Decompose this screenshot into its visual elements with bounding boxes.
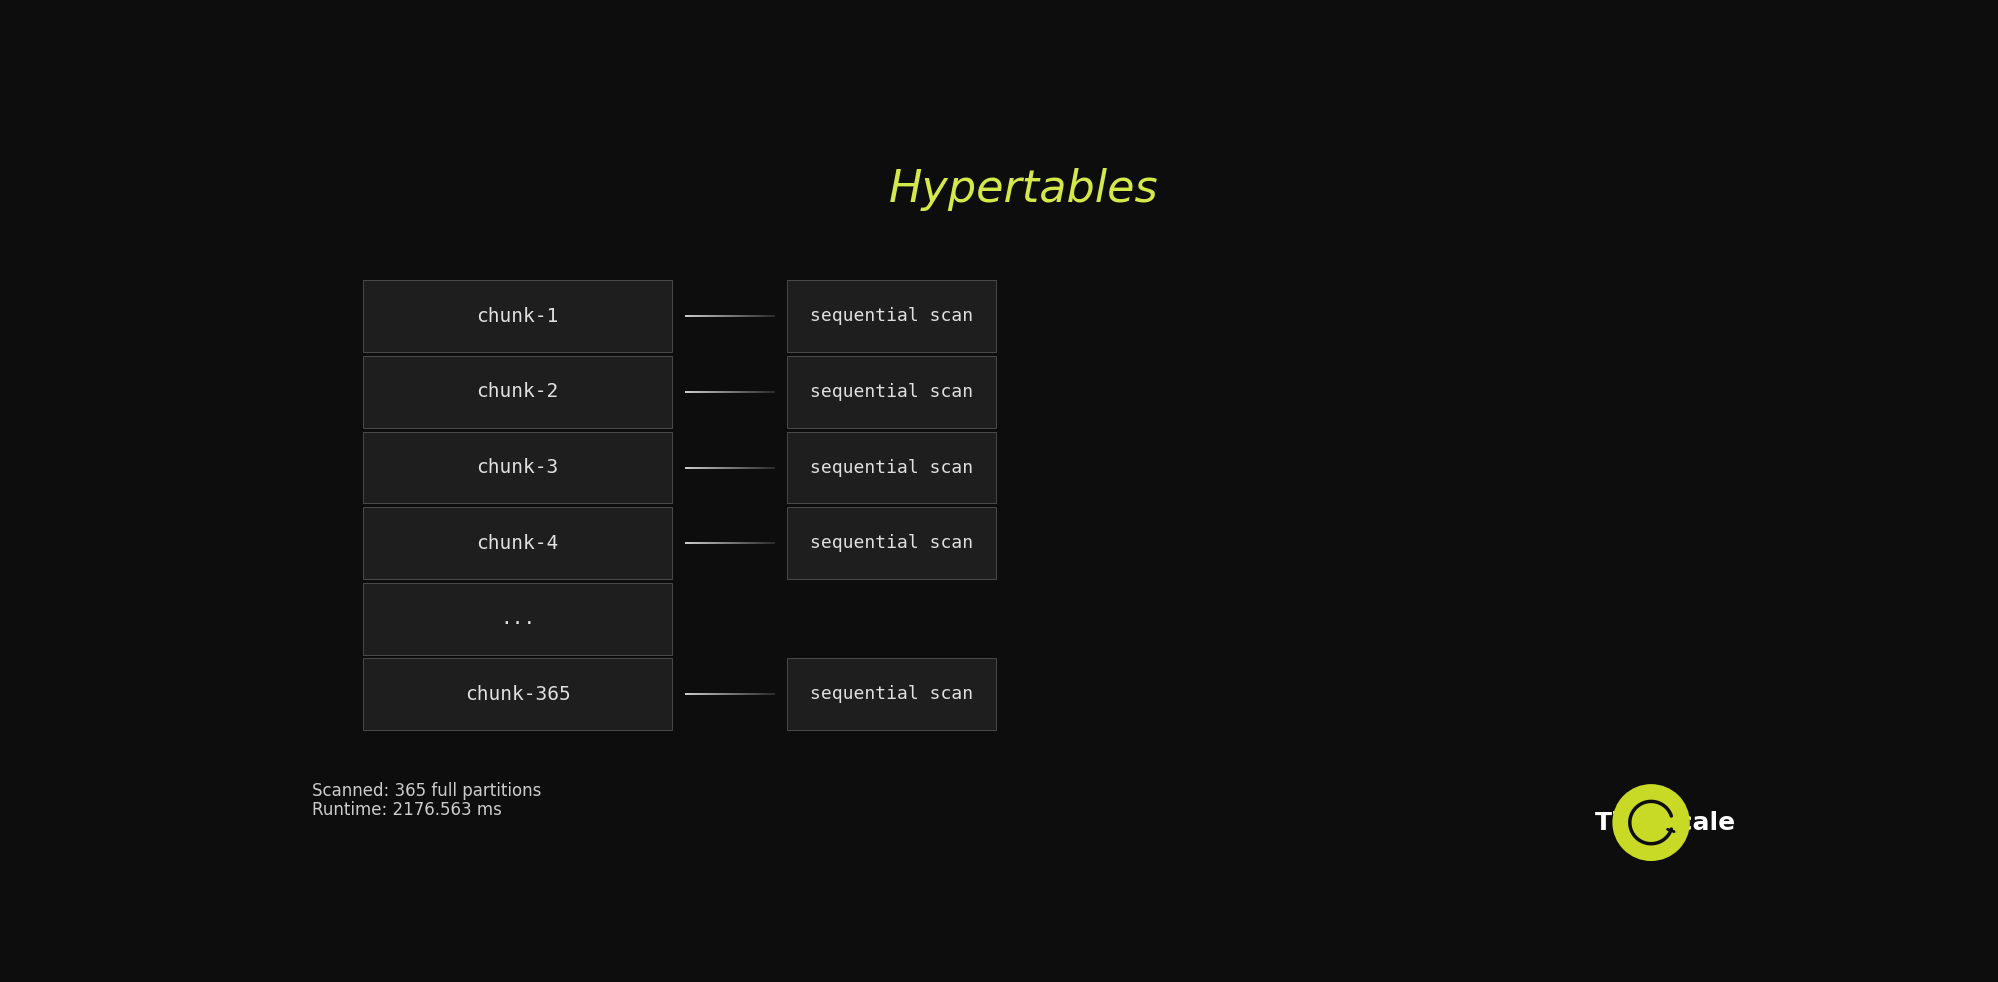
FancyBboxPatch shape [787,508,997,579]
FancyBboxPatch shape [364,356,673,428]
Text: Timescale: Timescale [1594,810,1736,835]
Text: sequential scan: sequential scan [809,534,973,552]
Text: chunk-2: chunk-2 [476,382,559,402]
FancyBboxPatch shape [787,432,997,504]
Text: ...: ... [500,609,535,628]
FancyBboxPatch shape [787,356,997,428]
Text: chunk-4: chunk-4 [476,533,559,553]
Text: chunk-365: chunk-365 [466,684,571,704]
Text: sequential scan: sequential scan [809,307,973,325]
FancyBboxPatch shape [364,508,673,579]
FancyBboxPatch shape [787,281,997,353]
Text: chunk-1: chunk-1 [476,306,559,326]
Text: sequential scan: sequential scan [809,383,973,401]
FancyBboxPatch shape [364,583,673,655]
Ellipse shape [1612,784,1690,861]
FancyBboxPatch shape [364,432,673,504]
FancyBboxPatch shape [787,659,997,731]
Text: chunk-3: chunk-3 [476,458,559,477]
FancyBboxPatch shape [364,659,673,731]
Text: Hypertables: Hypertables [889,168,1159,211]
Text: Scanned: 365 full partitions: Scanned: 365 full partitions [312,782,541,799]
Text: sequential scan: sequential scan [809,685,973,703]
FancyBboxPatch shape [364,281,673,353]
Text: Runtime: 2176.563 ms: Runtime: 2176.563 ms [312,800,501,819]
Text: sequential scan: sequential scan [809,459,973,476]
